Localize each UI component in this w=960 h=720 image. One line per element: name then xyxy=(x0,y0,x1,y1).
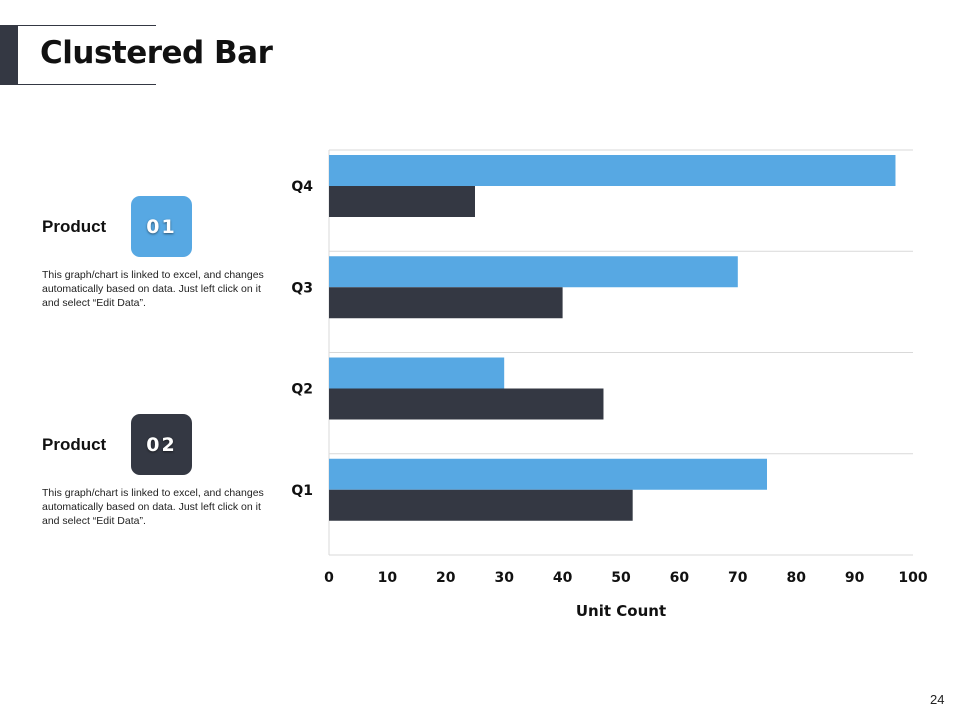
page-title: Clustered Bar xyxy=(40,35,273,71)
category-label-q4: Q4 xyxy=(291,179,313,195)
x-tick-label: 0 xyxy=(324,570,334,586)
x-tick-label: 40 xyxy=(553,570,573,586)
title-decoration xyxy=(0,25,157,85)
category-label-q2: Q2 xyxy=(291,382,313,398)
title-frame xyxy=(14,25,156,85)
bar-q3-series-2 xyxy=(329,287,563,319)
product-1-badge: 01 xyxy=(131,196,192,257)
x-tick-label: 10 xyxy=(378,570,398,586)
product-2-description: This graph/chart is linked to excel, and… xyxy=(42,487,264,527)
x-tick-label: 30 xyxy=(494,570,514,586)
x-axis-title: Unit Count xyxy=(576,602,666,620)
category-label-q3: Q3 xyxy=(291,280,313,296)
product-2-badge: 02 xyxy=(131,414,192,475)
page-number: 24 xyxy=(930,692,945,707)
product-1-description: This graph/chart is linked to excel, and… xyxy=(42,269,264,309)
title-accent-bar xyxy=(0,25,18,85)
x-tick-label: 60 xyxy=(670,570,690,586)
bar-q4-series-2 xyxy=(329,186,475,217)
x-tick-label: 100 xyxy=(898,570,927,586)
x-tick-label: 50 xyxy=(611,570,631,586)
x-tick-label: 70 xyxy=(728,570,748,586)
product-2-label: Product xyxy=(42,435,107,454)
category-label-q1: Q1 xyxy=(291,483,313,499)
x-tick-label: 20 xyxy=(436,570,456,586)
x-tick-label: 90 xyxy=(845,570,865,586)
bar-q2-series-1 xyxy=(329,357,505,389)
bar-q2-series-2 xyxy=(329,388,604,420)
bar-q3-series-1 xyxy=(329,256,738,288)
bar-q4-series-1 xyxy=(329,155,896,186)
x-tick-label: 80 xyxy=(786,570,806,586)
product-1-label: Product xyxy=(42,217,107,236)
bar-q1-series-2 xyxy=(329,489,633,521)
bar-q1-series-1 xyxy=(329,458,767,490)
